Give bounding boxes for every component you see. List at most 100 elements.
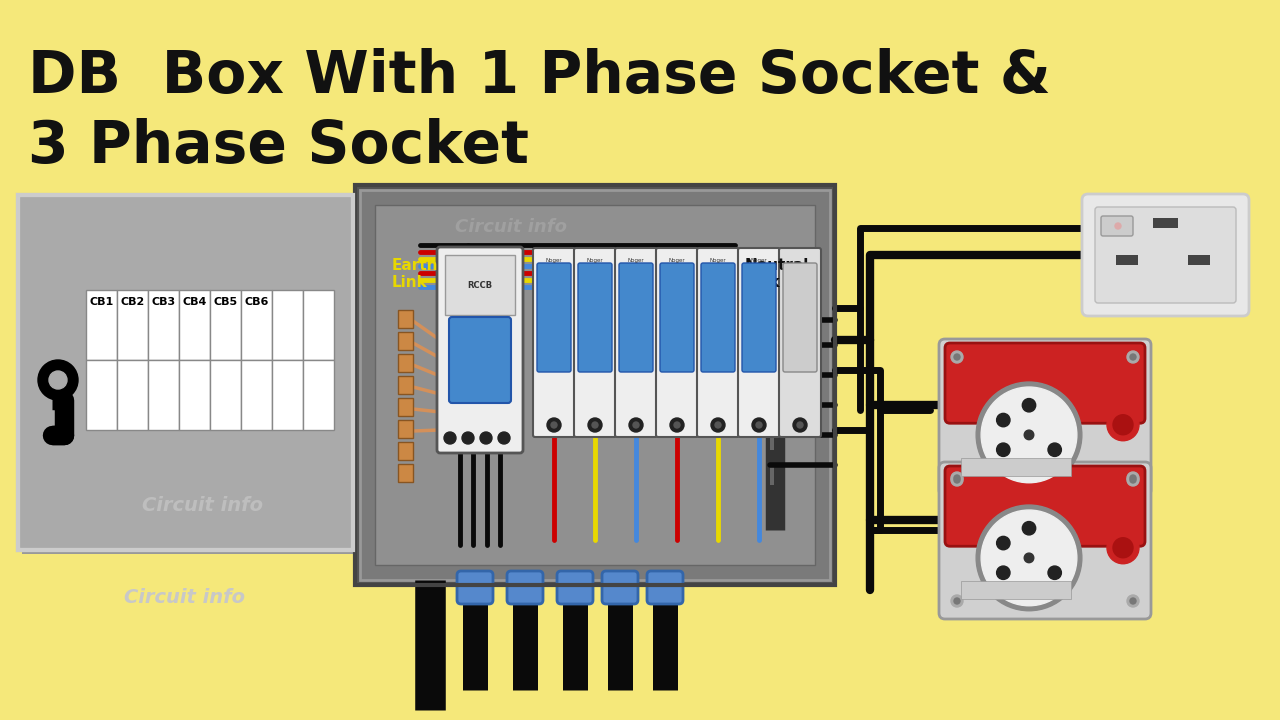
Bar xyxy=(771,325,774,345)
FancyBboxPatch shape xyxy=(1101,216,1133,236)
Bar xyxy=(86,360,116,430)
Circle shape xyxy=(1130,475,1137,481)
Text: Noger: Noger xyxy=(545,258,562,263)
Bar xyxy=(445,255,515,315)
Bar xyxy=(241,290,273,360)
Bar xyxy=(398,398,413,416)
Circle shape xyxy=(628,418,643,432)
Bar xyxy=(18,195,353,550)
Text: Circuit info: Circuit info xyxy=(142,496,262,515)
Bar xyxy=(273,290,303,360)
Text: Noger: Noger xyxy=(709,258,726,263)
Circle shape xyxy=(954,354,960,360)
Bar xyxy=(398,464,413,482)
Circle shape xyxy=(462,432,474,444)
Bar xyxy=(771,395,774,415)
Bar xyxy=(148,290,179,360)
Circle shape xyxy=(1130,354,1137,360)
FancyBboxPatch shape xyxy=(698,248,739,437)
Bar xyxy=(398,310,413,328)
Text: Noger: Noger xyxy=(586,258,603,263)
FancyBboxPatch shape xyxy=(532,248,575,437)
FancyBboxPatch shape xyxy=(602,571,637,604)
Circle shape xyxy=(669,418,684,432)
Circle shape xyxy=(710,418,724,432)
FancyBboxPatch shape xyxy=(742,263,776,372)
FancyBboxPatch shape xyxy=(436,247,524,453)
Text: Earth
Link: Earth Link xyxy=(392,258,439,290)
Bar xyxy=(398,354,413,372)
Text: Noger: Noger xyxy=(750,258,767,263)
Circle shape xyxy=(951,351,963,363)
Circle shape xyxy=(997,566,1010,580)
Bar xyxy=(398,442,413,460)
Text: DB  Box With 1 Phase Socket &: DB Box With 1 Phase Socket & xyxy=(28,48,1051,105)
Circle shape xyxy=(1024,553,1034,563)
Bar xyxy=(961,458,1071,475)
Bar xyxy=(303,360,334,430)
FancyBboxPatch shape xyxy=(573,248,616,437)
FancyBboxPatch shape xyxy=(739,248,780,437)
Bar xyxy=(771,290,774,310)
Bar xyxy=(1116,255,1138,265)
FancyBboxPatch shape xyxy=(940,462,1151,619)
Bar xyxy=(961,581,1071,598)
FancyBboxPatch shape xyxy=(945,343,1146,423)
Text: CB4: CB4 xyxy=(182,297,206,307)
FancyBboxPatch shape xyxy=(457,571,493,604)
FancyBboxPatch shape xyxy=(579,263,612,372)
Circle shape xyxy=(49,371,67,389)
Bar xyxy=(360,190,829,580)
Circle shape xyxy=(1048,566,1061,580)
Text: CB1: CB1 xyxy=(90,297,114,307)
Text: Circuit info: Circuit info xyxy=(454,218,567,236)
Circle shape xyxy=(1023,521,1036,535)
Circle shape xyxy=(480,432,492,444)
Circle shape xyxy=(977,505,1082,611)
Bar xyxy=(148,360,179,430)
Bar xyxy=(355,185,835,585)
Text: CB2: CB2 xyxy=(120,297,145,307)
Circle shape xyxy=(1114,415,1133,435)
Bar xyxy=(18,195,353,550)
FancyBboxPatch shape xyxy=(614,248,657,437)
Circle shape xyxy=(550,422,557,428)
Circle shape xyxy=(1130,477,1137,483)
Circle shape xyxy=(1126,472,1139,484)
Circle shape xyxy=(951,474,963,486)
Bar xyxy=(273,360,303,430)
Circle shape xyxy=(634,422,639,428)
Bar xyxy=(771,465,774,485)
Circle shape xyxy=(1126,474,1139,486)
Circle shape xyxy=(498,432,509,444)
Circle shape xyxy=(977,382,1082,487)
Bar xyxy=(771,430,774,450)
Circle shape xyxy=(954,598,960,604)
Bar xyxy=(179,360,210,430)
Circle shape xyxy=(1023,399,1036,412)
FancyBboxPatch shape xyxy=(780,248,820,437)
Circle shape xyxy=(547,418,561,432)
Bar xyxy=(241,360,273,430)
Circle shape xyxy=(997,413,1010,427)
Bar xyxy=(22,199,357,554)
Text: RCCB: RCCB xyxy=(467,281,493,289)
FancyBboxPatch shape xyxy=(507,571,543,604)
Bar xyxy=(1153,218,1178,228)
Text: CB6: CB6 xyxy=(244,297,269,307)
Circle shape xyxy=(675,422,680,428)
Bar xyxy=(303,290,334,360)
Bar xyxy=(86,290,116,360)
Bar xyxy=(398,420,413,438)
Bar xyxy=(355,185,835,585)
FancyBboxPatch shape xyxy=(701,263,735,372)
FancyBboxPatch shape xyxy=(620,263,653,372)
Bar xyxy=(179,290,210,360)
FancyBboxPatch shape xyxy=(538,263,571,372)
Bar xyxy=(398,332,413,350)
Circle shape xyxy=(954,475,960,481)
FancyBboxPatch shape xyxy=(783,263,817,372)
Circle shape xyxy=(1115,223,1121,229)
FancyBboxPatch shape xyxy=(1082,194,1249,316)
Bar xyxy=(210,360,241,430)
